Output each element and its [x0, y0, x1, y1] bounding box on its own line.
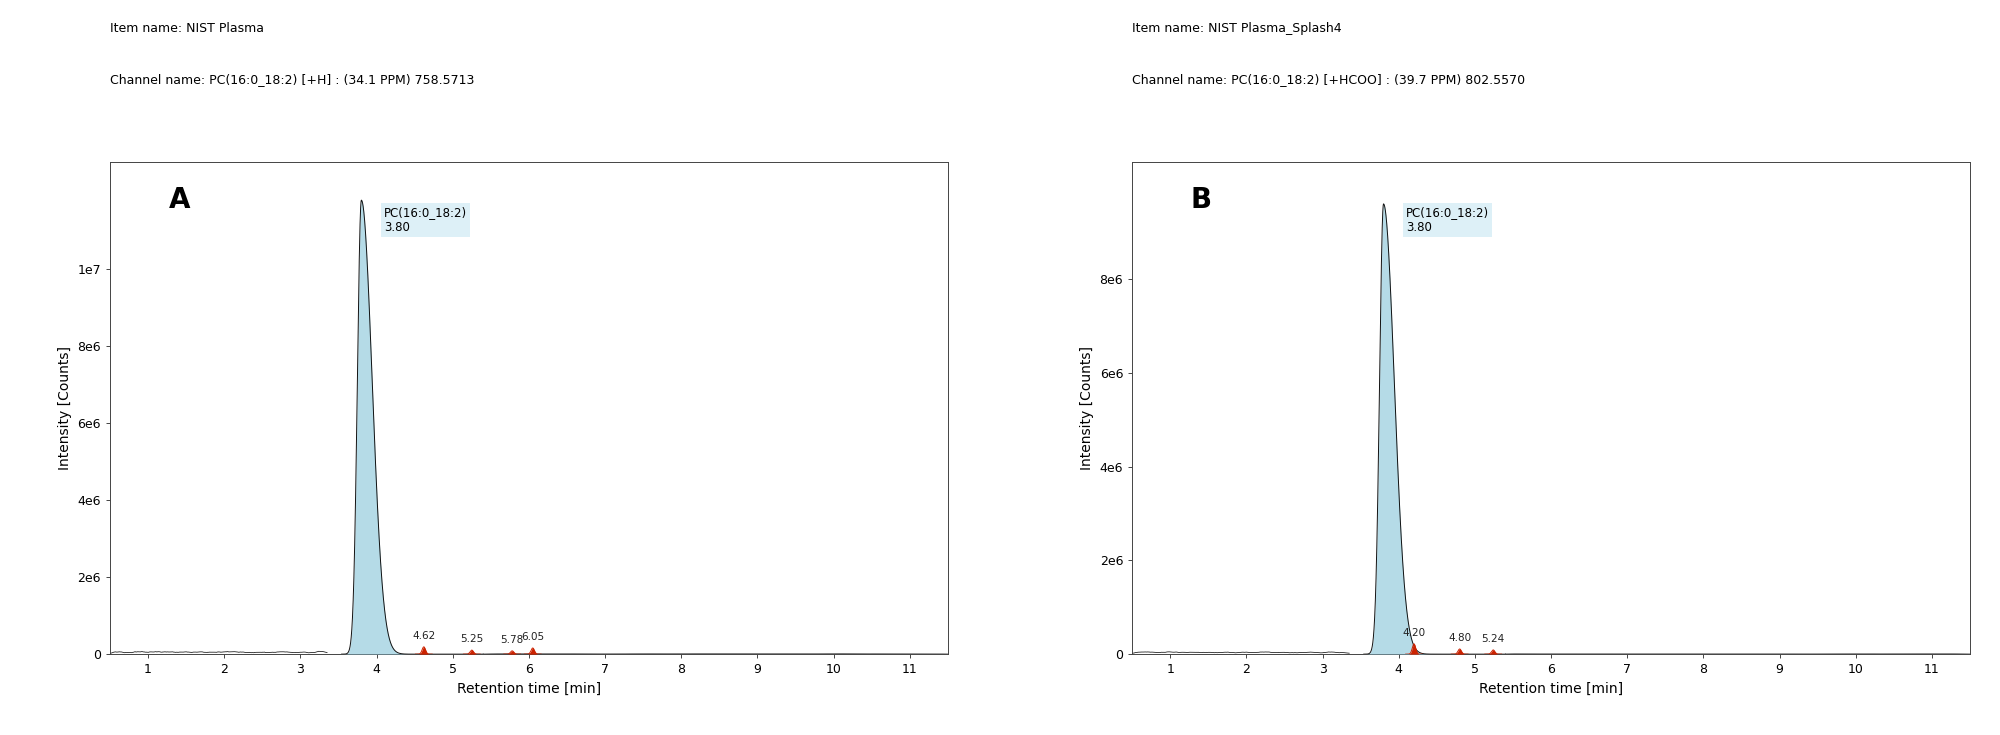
Text: 5.78: 5.78: [500, 635, 524, 645]
Text: B: B: [1190, 187, 1212, 215]
X-axis label: Retention time [min]: Retention time [min]: [456, 682, 600, 696]
Y-axis label: Intensity [Counts]: Intensity [Counts]: [58, 346, 72, 470]
Text: Item name: NIST Plasma: Item name: NIST Plasma: [110, 22, 264, 35]
Text: 4.80: 4.80: [1448, 633, 1472, 643]
Text: PC(16:0_18:2)
3.80: PC(16:0_18:2) 3.80: [1406, 206, 1490, 234]
Text: Channel name: PC(16:0_18:2) [+H] : (34.1 PPM) 758.5713: Channel name: PC(16:0_18:2) [+H] : (34.1…: [110, 74, 474, 87]
Text: Item name: NIST Plasma_Splash4: Item name: NIST Plasma_Splash4: [1132, 22, 1342, 35]
Text: 4.62: 4.62: [412, 631, 436, 641]
Text: 4.20: 4.20: [1402, 628, 1426, 638]
Y-axis label: Intensity [Counts]: Intensity [Counts]: [1080, 346, 1094, 470]
Text: Channel name: PC(16:0_18:2) [+HCOO] : (39.7 PPM) 802.5570: Channel name: PC(16:0_18:2) [+HCOO] : (3…: [1132, 74, 1526, 87]
Text: 6.05: 6.05: [522, 632, 544, 642]
Text: A: A: [168, 187, 190, 215]
X-axis label: Retention time [min]: Retention time [min]: [1480, 682, 1624, 696]
Text: 5.24: 5.24: [1482, 634, 1504, 644]
Text: 5.25: 5.25: [460, 634, 484, 644]
Text: PC(16:0_18:2)
3.80: PC(16:0_18:2) 3.80: [384, 206, 468, 234]
